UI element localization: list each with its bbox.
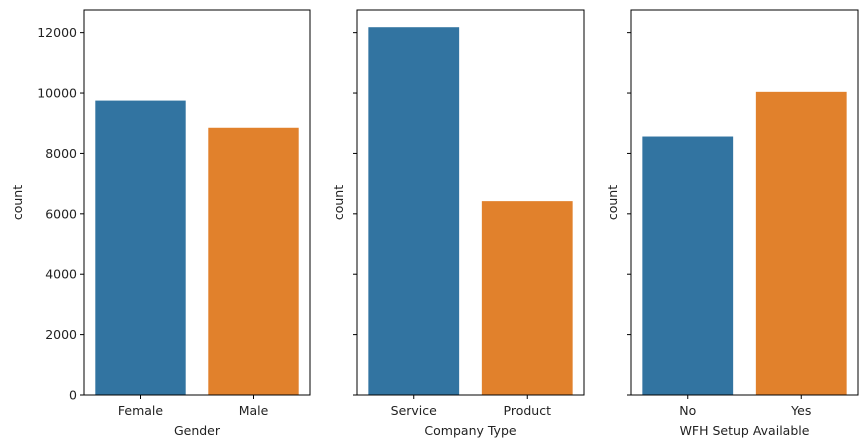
bar-male [208,127,299,395]
x-tick-label: Yes [790,403,811,418]
x-tick-label: Female [118,403,164,418]
chart-panel-2: Service Product Company Type count [331,9,585,438]
y-tick-label: 8000 [45,146,77,161]
y-tick-label: 6000 [45,206,77,221]
x-axis-label: WFH Setup Available [680,423,810,438]
x-axis-label: Company Type [424,423,516,438]
y-tick-label: 4000 [45,267,77,282]
axes-frame [83,9,311,396]
y-axis-label: count [331,185,346,220]
x-tick-label: No [679,403,696,418]
bar-female [95,100,186,396]
x-tick-label: Male [239,403,269,418]
axes-frame [630,9,859,396]
bar-yes [755,91,847,396]
y-tick-label: 0 [69,388,77,403]
bar-product [481,201,573,395]
bar-no [642,136,734,395]
y-axis-label: count [605,185,620,220]
bar-service [368,27,460,396]
y-tick-label: 12000 [37,25,77,40]
axes-frame [356,9,585,396]
chart-panel-3: No Yes WFH Setup Available count [605,9,859,438]
chart-panel-1: Female Male 0 2000 4000 6000 8000 10000 12000 Gen… [10,9,311,438]
x-axis-label: Gender [174,423,221,438]
x-tick-label: Service [391,403,438,418]
y-axis-label: count [10,185,25,220]
x-tick-label: Product [504,403,552,418]
y-tick-label: 10000 [37,86,77,101]
y-tick-label: 2000 [45,327,77,342]
